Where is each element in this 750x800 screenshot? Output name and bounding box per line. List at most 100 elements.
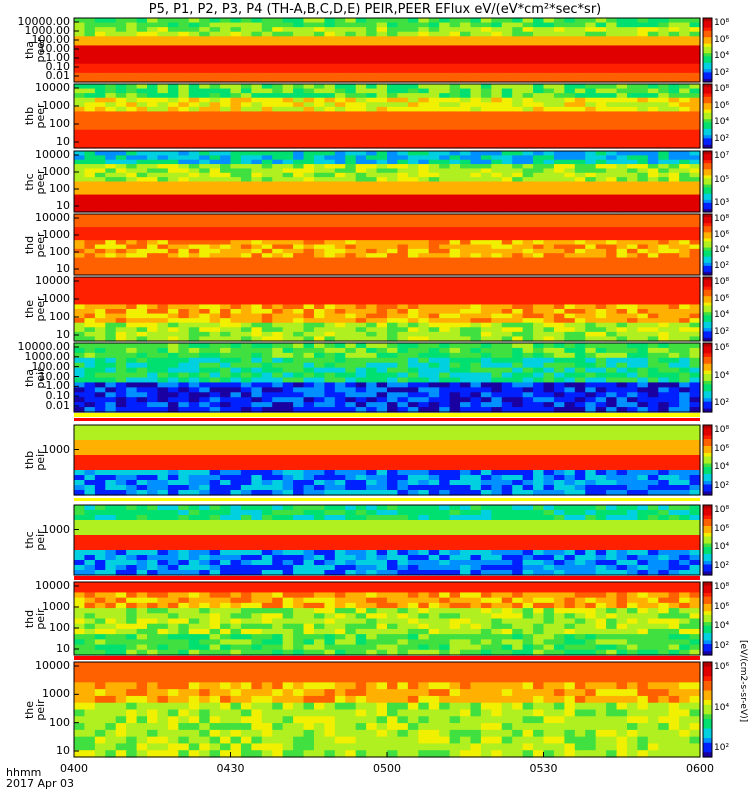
heat-cell bbox=[334, 327, 346, 333]
heat-cell bbox=[74, 27, 86, 33]
heat-cell bbox=[282, 377, 294, 384]
heat-cell bbox=[147, 63, 159, 69]
heat-cell bbox=[251, 22, 263, 28]
heat-cell bbox=[240, 36, 252, 42]
heat-cell bbox=[209, 88, 221, 94]
heat-cell bbox=[689, 295, 701, 301]
heat-cell bbox=[407, 54, 419, 60]
heat-cell bbox=[324, 309, 336, 315]
heat-cell bbox=[366, 270, 378, 276]
heat-cell bbox=[178, 22, 190, 28]
heat-cell bbox=[376, 367, 388, 374]
heat-cell bbox=[376, 290, 388, 296]
heat-cell bbox=[147, 322, 159, 328]
heat-cell bbox=[480, 266, 492, 272]
heat-cell bbox=[355, 185, 367, 191]
heat-cell bbox=[533, 185, 545, 191]
heat-cell bbox=[334, 253, 346, 259]
heat-cell bbox=[574, 93, 586, 99]
heat-cell bbox=[689, 352, 701, 359]
heat-cell bbox=[616, 257, 628, 263]
heat-cell bbox=[428, 27, 440, 33]
heat-cell bbox=[74, 125, 86, 131]
heat-cell bbox=[522, 194, 534, 200]
heat-cell bbox=[397, 155, 409, 161]
heat-cell bbox=[418, 382, 430, 388]
heat-cell bbox=[355, 59, 367, 65]
heat-cell bbox=[188, 194, 200, 200]
heat-cell bbox=[115, 111, 127, 117]
heat-cell bbox=[480, 304, 492, 310]
heat-cell bbox=[178, 327, 190, 333]
heat-cell bbox=[637, 281, 649, 287]
heat-cell bbox=[480, 207, 492, 213]
heat-cell bbox=[303, 22, 315, 28]
heat-cell bbox=[366, 231, 378, 237]
heat-cell bbox=[543, 198, 555, 204]
heat-cell bbox=[585, 372, 597, 379]
heat-cell bbox=[366, 240, 378, 246]
heat-cell bbox=[501, 290, 513, 296]
heat-cell bbox=[470, 203, 482, 209]
heat-cell bbox=[261, 244, 273, 250]
heat-cell bbox=[84, 270, 96, 276]
heat-cell bbox=[126, 336, 138, 342]
heat-cell bbox=[199, 40, 211, 47]
heat-cell bbox=[178, 68, 190, 74]
heat-cell bbox=[460, 304, 472, 310]
heat-cell bbox=[658, 194, 670, 200]
heat-cell bbox=[553, 235, 565, 241]
heat-cell bbox=[293, 185, 305, 191]
heat-cell bbox=[282, 164, 294, 170]
heat-cell bbox=[439, 88, 451, 94]
heat-cell bbox=[303, 31, 315, 37]
heat-cell bbox=[543, 352, 555, 359]
heat-cell bbox=[595, 367, 607, 374]
heat-cell bbox=[282, 168, 294, 174]
heat-cell bbox=[512, 207, 524, 213]
heat-cell bbox=[376, 382, 388, 388]
heat-cell bbox=[230, 377, 242, 384]
heat-cell bbox=[230, 261, 242, 267]
heat-cell bbox=[491, 198, 503, 204]
heat-cell bbox=[449, 31, 461, 37]
heat-cell bbox=[522, 261, 534, 267]
heat-cell bbox=[522, 54, 534, 60]
heat-cell bbox=[668, 120, 680, 126]
heat-cell bbox=[178, 286, 190, 292]
heat-cell bbox=[167, 203, 179, 209]
heat-cell bbox=[668, 198, 680, 204]
heat-cell bbox=[689, 257, 701, 263]
heat-cell bbox=[178, 106, 190, 113]
heat-cell bbox=[199, 322, 211, 328]
heat-cell bbox=[491, 45, 503, 51]
heat-cell bbox=[178, 281, 190, 287]
heat-cell bbox=[460, 227, 472, 233]
heat-cell bbox=[220, 372, 232, 379]
heat-cell bbox=[658, 102, 670, 108]
heat-cell bbox=[94, 309, 106, 315]
heat-cell bbox=[188, 198, 200, 204]
heat-cell bbox=[647, 257, 659, 263]
heat-cell bbox=[564, 159, 576, 165]
heat-cell bbox=[585, 295, 597, 301]
heat-cell bbox=[209, 155, 221, 161]
heat-cell bbox=[303, 270, 315, 276]
heat-cell bbox=[167, 286, 179, 292]
heat-cell bbox=[387, 155, 399, 161]
heat-cell bbox=[240, 72, 252, 79]
heat-cell bbox=[387, 299, 399, 306]
heat-cell bbox=[626, 54, 638, 60]
heat-cell bbox=[366, 286, 378, 292]
heat-cell bbox=[209, 203, 221, 209]
panel-tha-peer bbox=[73, 17, 701, 83]
heat-cell bbox=[230, 27, 242, 33]
heat-cell bbox=[428, 362, 440, 369]
heat-cell bbox=[637, 168, 649, 174]
heat-cell bbox=[512, 331, 524, 338]
heat-cell bbox=[313, 120, 325, 126]
heat-cell bbox=[397, 214, 409, 219]
heat-cell bbox=[293, 240, 305, 246]
heat-cell bbox=[334, 190, 346, 196]
heat-cell bbox=[606, 198, 618, 204]
